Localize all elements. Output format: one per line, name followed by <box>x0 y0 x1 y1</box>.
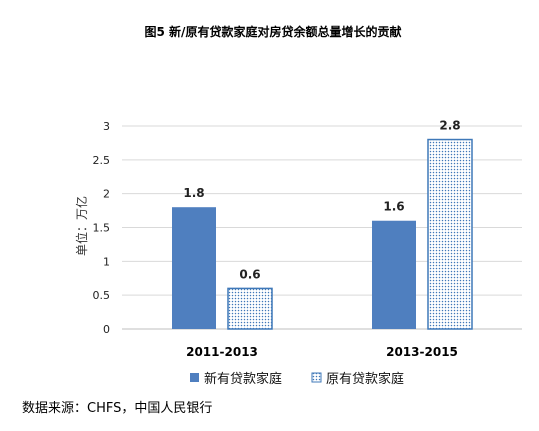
data-label: 2.8 <box>439 119 460 133</box>
x-category-label: 2013-2015 <box>386 345 458 359</box>
y-tick-label: 3 <box>103 120 110 133</box>
bar-existing-borrower-2011-2013 <box>227 287 273 330</box>
data-labels: 1.8 0.6 1.6 2.8 <box>183 119 460 282</box>
legend-label: 原有贷款家庭 <box>326 371 404 387</box>
bar-new-borrower-2013-2015 <box>372 220 416 329</box>
y-axis: 0 0.5 1 1.5 2 2.5 3 <box>93 120 111 336</box>
legend: 新有贷款家庭 原有贷款家庭 <box>190 371 404 387</box>
data-label: 0.6 <box>239 267 260 281</box>
legend-swatch <box>190 373 199 382</box>
bar-existing-borrower-2013-2015 <box>427 138 473 330</box>
y-axis-label: 单位：万亿 <box>74 196 89 256</box>
chart-title: 图5 新/原有贷款家庭对房贷余额总量增长的贡献 <box>145 24 402 39</box>
y-tick-label: 0.5 <box>93 289 111 302</box>
data-label: 1.6 <box>383 200 404 214</box>
y-tick-label: 1 <box>103 255 110 268</box>
y-tick-label: 2 <box>103 188 110 201</box>
legend-swatch <box>311 372 322 383</box>
y-tick-label: 2.5 <box>93 154 111 167</box>
x-category-label: 2011-2013 <box>186 345 258 359</box>
bar-new-borrower-2011-2013 <box>172 207 216 329</box>
data-source-note: 数据来源：CHFS，中国人民银行 <box>22 401 213 416</box>
bars <box>172 138 473 330</box>
y-tick-label: 1.5 <box>93 222 111 235</box>
y-tick-label: 0 <box>103 323 110 336</box>
legend-label: 新有贷款家庭 <box>204 371 282 387</box>
x-axis: 2011-2013 2013-2015 <box>186 345 458 359</box>
data-label: 1.8 <box>183 186 204 200</box>
